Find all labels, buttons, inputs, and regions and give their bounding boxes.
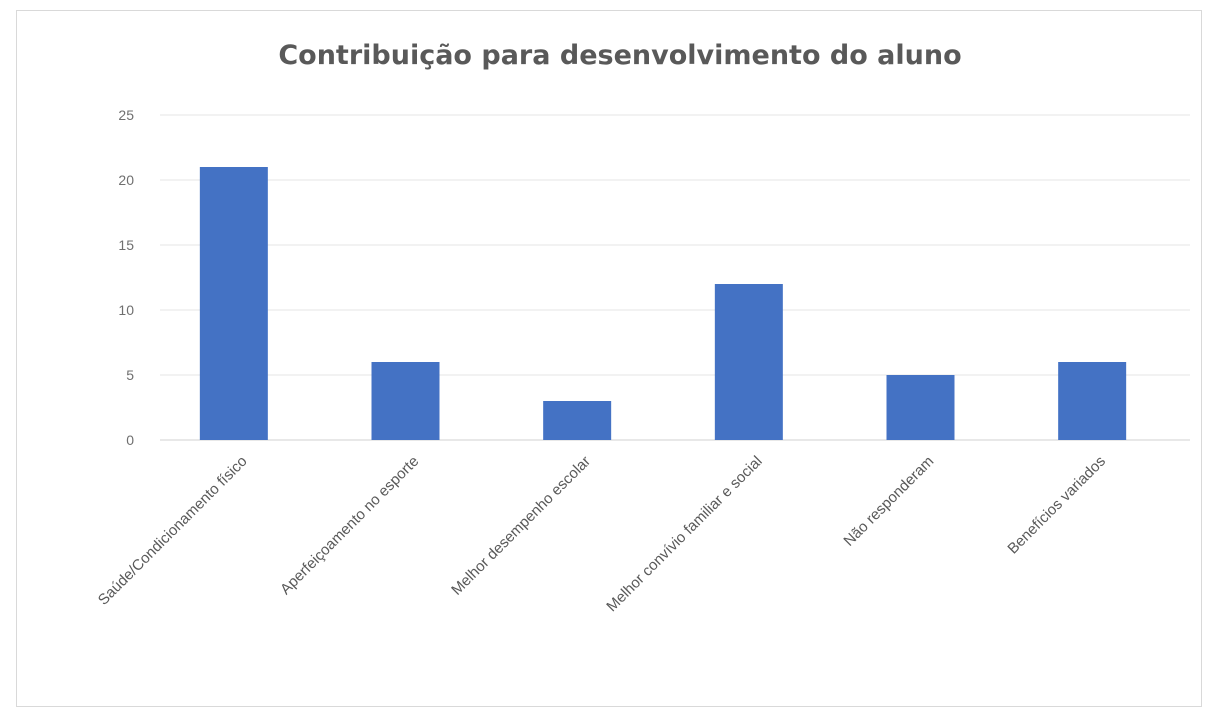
y-axis: 0 5 10 15 20 25	[118, 107, 134, 448]
bar	[543, 401, 612, 440]
x-category-label: Benefícios variados	[1004, 453, 1109, 558]
x-category-label: Melhor desempenho escolar	[448, 453, 594, 599]
bar	[714, 284, 783, 440]
x-category-label: Melhor convívio familiar e social	[603, 453, 765, 615]
y-tick-label: 5	[126, 367, 134, 383]
chart-title: Contribuição para desenvolvimento do alu…	[278, 40, 962, 71]
y-tick-label: 0	[126, 432, 134, 448]
y-tick-label: 25	[118, 107, 134, 123]
bars	[199, 167, 1127, 440]
gridlines	[160, 114, 1190, 441]
x-category-label: Não responderam	[840, 453, 937, 550]
bar	[371, 362, 440, 440]
bar	[1058, 362, 1127, 440]
bar	[886, 375, 955, 440]
bar	[199, 167, 268, 440]
y-tick-label: 15	[118, 237, 134, 253]
x-category-label: Saúde/Condicionamento físico	[95, 453, 251, 609]
x-category-label: Aperfeiçoamento no esporte	[277, 453, 422, 598]
x-axis-labels: Saúde/Condicionamento físico Aperfeiçoame…	[95, 453, 1109, 615]
y-tick-label: 10	[118, 302, 134, 318]
y-tick-label: 20	[118, 172, 134, 188]
